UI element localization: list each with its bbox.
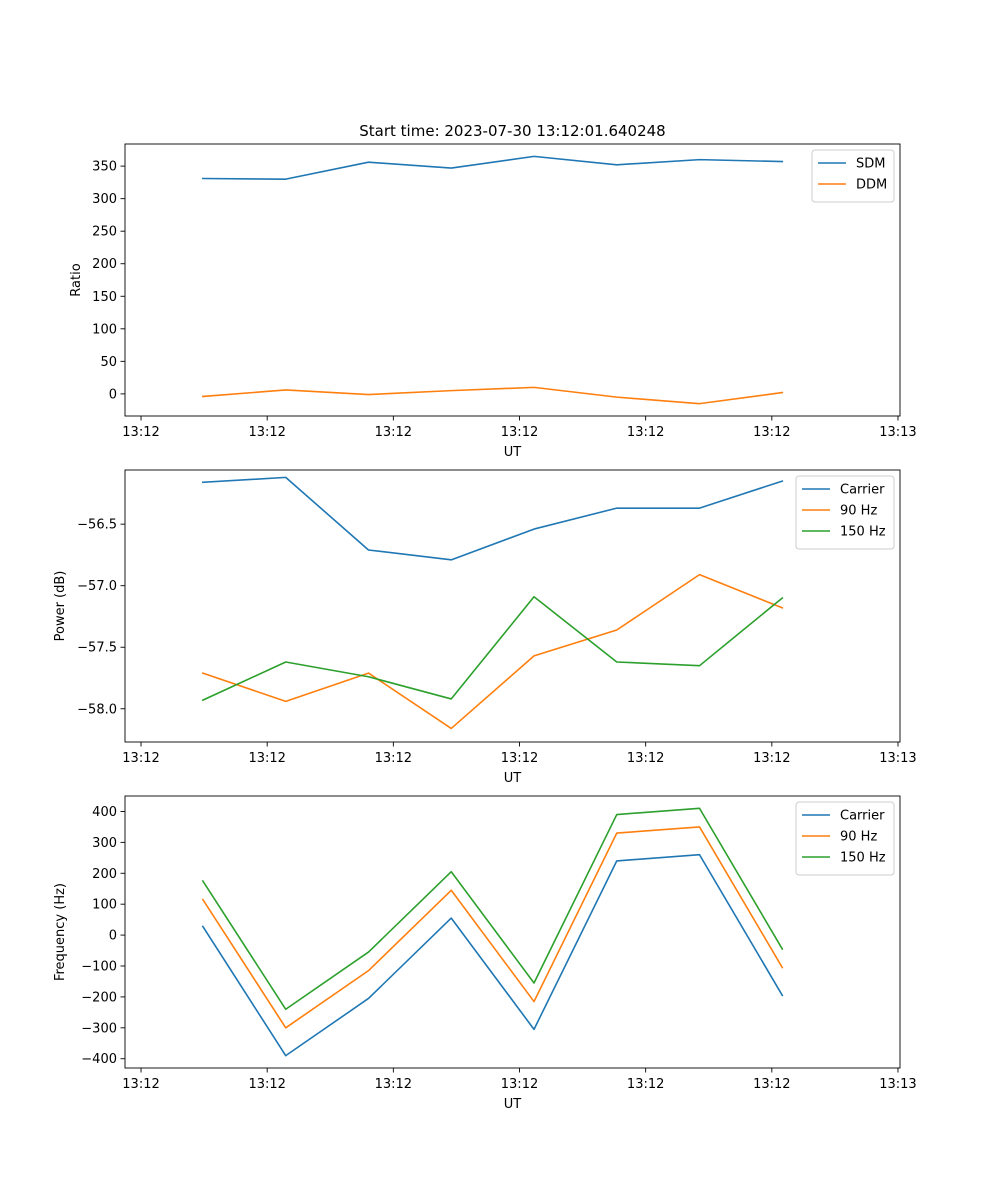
y-tick-label: 0 xyxy=(109,929,117,944)
y-tick-label: −57.0 xyxy=(77,579,117,594)
x-tick-label: 13:12 xyxy=(753,1077,790,1092)
x-tick-label: 13:12 xyxy=(501,1077,538,1092)
x-tick-label: 13:12 xyxy=(122,1077,159,1092)
series-line-150-hz xyxy=(201,595,784,702)
axes-frame xyxy=(124,469,901,743)
legend-label: DDM xyxy=(856,178,887,193)
y-tick-label: 300 xyxy=(92,836,117,851)
y-tick-label: 300 xyxy=(92,192,117,207)
y-tick-label: 200 xyxy=(92,257,117,272)
axes-frame xyxy=(124,795,901,1069)
legend-label: Carrier xyxy=(840,483,885,498)
legend: Carrier 90 Hz 150 Hz xyxy=(795,801,895,876)
chart-panel-1: Start time: 2023-07-30 13:12:01.640248 13… xyxy=(69,122,917,460)
x-tick-label: 13:12 xyxy=(248,425,285,440)
x-tick-label: 13:12 xyxy=(627,1077,664,1092)
x-tick-label: 13:12 xyxy=(627,751,664,766)
x-tick-label: 13:12 xyxy=(375,751,412,766)
y-axis-label: Ratio xyxy=(69,263,84,296)
legend-label: 150 Hz xyxy=(840,525,886,540)
x-tick-label: 13:12 xyxy=(122,425,159,440)
legend-label: SDM xyxy=(856,157,885,172)
x-tick-label: 13:12 xyxy=(248,751,285,766)
series-line-150-hz xyxy=(201,807,784,1011)
axes-frame xyxy=(124,143,901,417)
y-tick-label: −100 xyxy=(81,960,117,975)
x-tick-label: 13:13 xyxy=(879,1077,916,1092)
y-tick-label: −57.5 xyxy=(77,641,117,656)
legend-label: Carrier xyxy=(840,809,885,824)
y-tick-label: −200 xyxy=(81,990,117,1005)
legend: SDM DDM xyxy=(811,149,895,203)
series-line-90-hz xyxy=(201,826,784,1029)
x-tick-label: 13:12 xyxy=(753,425,790,440)
legend-label: 150 Hz xyxy=(840,851,886,866)
legend-label: 90 Hz xyxy=(840,830,877,845)
y-tick-label: 400 xyxy=(92,805,117,820)
y-tick-label: 350 xyxy=(92,160,117,175)
y-axis-label: Frequency (Hz) xyxy=(53,883,68,981)
y-tick-label: −300 xyxy=(81,1021,117,1036)
legend-label: 90 Hz xyxy=(840,504,877,519)
y-tick-label: 100 xyxy=(92,322,117,337)
x-tick-label: 13:12 xyxy=(501,751,538,766)
x-tick-label: 13:13 xyxy=(879,751,916,766)
x-tick-label: 13:12 xyxy=(753,751,790,766)
y-tick-label: 50 xyxy=(100,355,117,370)
x-axis-label: UT xyxy=(504,1097,522,1112)
y-tick-label: −58.0 xyxy=(77,702,117,717)
series-line-carrier xyxy=(201,853,784,1057)
x-tick-label: 13:12 xyxy=(627,425,664,440)
x-tick-label: 13:12 xyxy=(375,425,412,440)
series-line-90-hz xyxy=(201,573,784,730)
x-tick-label: 13:12 xyxy=(501,425,538,440)
chart-panel-3: 13:12 13:12 13:12 13:12 13:12 13:12 13:13 −400 −… xyxy=(53,795,917,1112)
y-tick-label: −400 xyxy=(81,1052,117,1067)
y-axis-label: Power (dB) xyxy=(53,571,68,642)
chart-title: Start time: 2023-07-30 13:12:01.640248 xyxy=(359,122,665,140)
series-line-carrier xyxy=(201,476,784,561)
x-tick-label: 13:12 xyxy=(122,751,159,766)
x-axis-label: UT xyxy=(504,445,522,460)
y-tick-label: 0 xyxy=(109,387,117,402)
x-tick-label: 13:12 xyxy=(375,1077,412,1092)
x-axis-label: UT xyxy=(504,771,522,786)
legend: Carrier 90 Hz 150 Hz xyxy=(795,475,895,550)
chart-panel-2: 13:12 13:12 13:12 13:12 13:12 13:12 13:13 −58.0… xyxy=(53,469,917,786)
x-tick-label: 13:13 xyxy=(879,425,916,440)
x-tick-label: 13:12 xyxy=(248,1077,285,1092)
y-tick-label: 250 xyxy=(92,225,117,240)
series-line-ddm xyxy=(201,386,784,405)
y-tick-label: 150 xyxy=(92,290,117,305)
y-tick-label: 100 xyxy=(92,898,117,913)
y-tick-label: −56.5 xyxy=(77,518,117,533)
y-tick-label: 200 xyxy=(92,867,117,882)
series-line-sdm xyxy=(202,155,784,180)
